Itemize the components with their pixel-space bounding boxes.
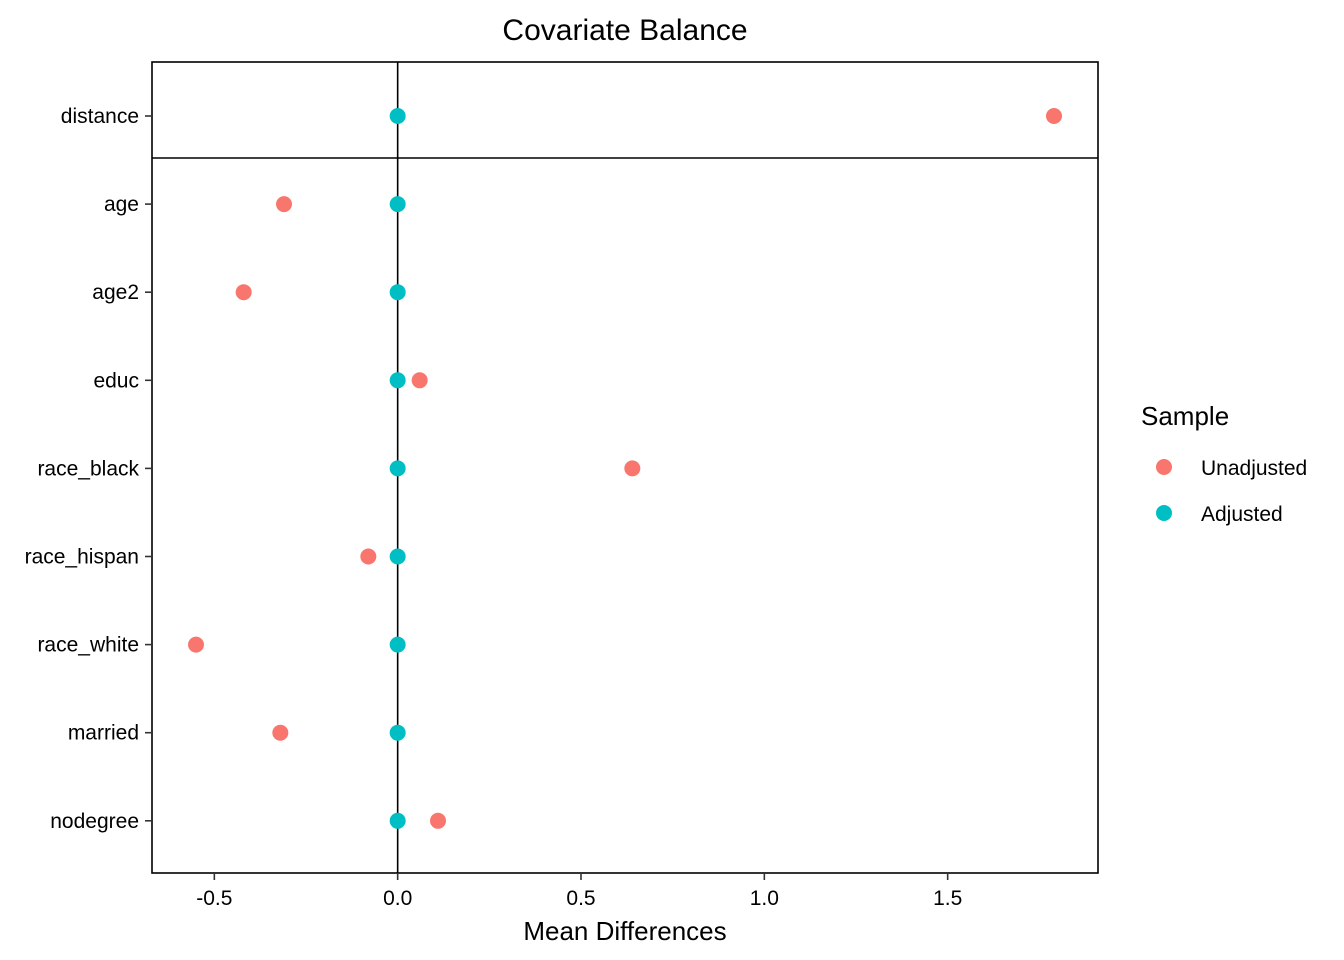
unadjusted-point-distance [1046,108,1062,124]
adjusted-point-educ [389,372,406,389]
adjusted-point-race_black [389,460,406,477]
adjusted-point-distance [389,108,406,124]
chart-title: Covariate Balance [502,14,747,47]
unadjusted-point-married [272,724,289,741]
adjusted-point-race_hispan [389,548,406,565]
y-tick-label-nodegree: nodegree [50,810,139,833]
legend-key-adjusted [1156,505,1172,521]
unadjusted-point-race_black [624,460,641,477]
unadjusted-point-race_hispan [360,548,377,565]
x-tick-label: 1.0 [750,887,779,910]
x-tick-label: 0.5 [566,887,595,910]
adjusted-point-married [389,724,406,741]
unadjusted-point-age [276,196,292,213]
adjusted-point-age [389,196,406,213]
y-tick-label-age2: age2 [92,281,139,304]
y-tick-label-race_white: race_white [37,634,139,657]
adjusted-point-race_white [389,636,406,653]
y-tick-label-race_black: race_black [37,457,139,480]
y-tick-label-race_hispan: race_hispan [25,546,139,569]
legend-key-unadjusted [1156,459,1172,475]
legend-label-adjusted: Adjusted [1201,503,1283,526]
legend: Sample Unadjusted Adjusted [1141,401,1307,526]
data-points [188,108,1062,829]
x-tick-label: 0.0 [383,887,412,910]
unadjusted-point-educ [411,372,428,389]
unadjusted-point-nodegree [430,812,446,829]
y-tick-label-educ: educ [93,369,139,392]
unadjusted-point-race_white [188,636,204,653]
unadjusted-point-age2 [235,284,252,301]
plot-panel-border [151,61,1099,874]
adjusted-point-age2 [389,284,406,301]
y-tick-label-age: age [104,193,139,216]
y-tick-label-married: married [68,722,139,745]
x-tick-label: -0.5 [196,887,232,910]
x-axis: -0.5 0.0 0.5 1.0 1.5 [196,873,962,910]
legend-title: Sample [1141,401,1229,431]
y-axis: distance age age2 educ race_black race_hispan… [25,105,152,833]
legend-label-unadjusted: Unadjusted [1201,457,1307,480]
x-tick-label: 1.5 [933,887,962,910]
y-tick-label-distance: distance [61,105,139,128]
adjusted-point-nodegree [389,812,406,829]
x-axis-title: Mean Differences [523,916,726,946]
